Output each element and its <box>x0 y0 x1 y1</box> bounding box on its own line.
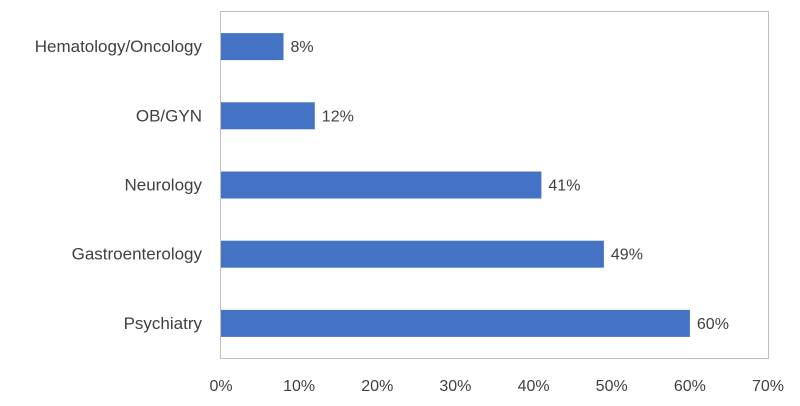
x-tick-label-4: 40% <box>518 378 550 395</box>
data-label-4: 60% <box>697 316 729 333</box>
bar-2 <box>221 171 542 199</box>
x-tick-label-2: 20% <box>361 378 393 395</box>
x-tick-label-1: 10% <box>283 378 315 395</box>
bars-group <box>221 33 690 337</box>
data-labels: 8% 12% 41% 49% 60% <box>291 39 729 333</box>
x-tick-label-3: 30% <box>439 378 471 395</box>
x-tick-label-5: 50% <box>596 378 628 395</box>
bar-0 <box>221 33 284 61</box>
x-tick-label-0: 0% <box>209 378 232 395</box>
x-tick-label-6: 60% <box>674 378 706 395</box>
data-label-2: 41% <box>548 178 580 195</box>
bar-1 <box>221 102 315 130</box>
data-label-1: 12% <box>322 108 354 125</box>
x-axis-ticks: 0% 10% 20% 30% 40% 50% 60% 70% <box>209 378 784 395</box>
plot-frame <box>220 11 769 359</box>
bar-3 <box>221 240 604 268</box>
category-label-4: Psychiatry <box>124 314 203 333</box>
x-tick-label-7: 70% <box>752 378 784 395</box>
category-label-3: Gastroenterology <box>72 245 203 264</box>
category-label-2: Neurology <box>125 176 203 195</box>
category-label-1: OB/GYN <box>136 106 202 125</box>
category-label-0: Hematology/Oncology <box>35 37 203 56</box>
data-label-0: 8% <box>291 39 314 56</box>
data-label-3: 49% <box>611 247 643 264</box>
category-labels: Hematology/Oncology OB/GYN Neurology Gastro… <box>35 37 203 333</box>
bar-4 <box>221 309 690 337</box>
